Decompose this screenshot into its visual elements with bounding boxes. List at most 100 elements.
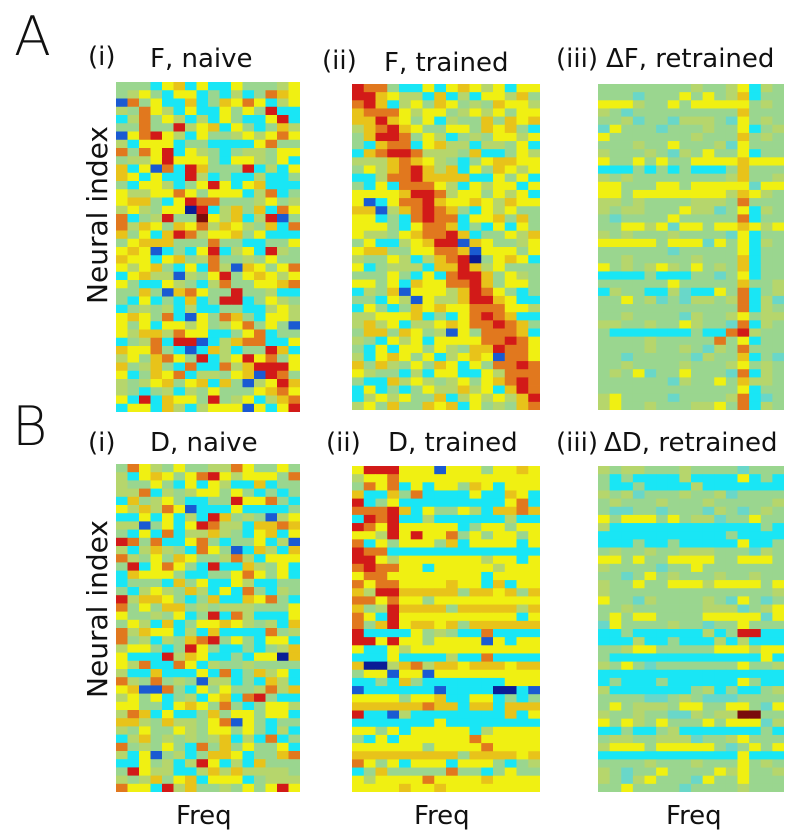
heatmap-cell [772,108,784,117]
heatmap-cell [749,214,762,223]
heatmap-cell [139,693,151,703]
heatmap-cell [254,472,266,481]
heatmap-cell [139,677,151,686]
heatmap-cell [127,379,140,388]
heatmap-cell [288,570,300,580]
heatmap-cell [621,377,634,386]
heatmap-cell [242,742,255,752]
heatmap-cell [116,395,128,405]
heatmap-cell [434,596,447,605]
heatmap-cell [208,570,220,580]
heatmap-cell [632,710,645,720]
heatmap-cell [621,352,634,362]
heatmap-cell [387,555,400,565]
heatmap-cell [363,726,376,736]
heatmap-cell [469,759,482,768]
heatmap-cell [399,539,412,548]
heatmap-cell [457,238,470,248]
heatmap-cell [749,238,762,248]
heatmap-cell [116,156,128,165]
heatmap-cell [242,181,255,190]
heatmap-cell [363,718,376,728]
heatmap-cell [504,361,517,370]
heatmap-cell [127,603,140,612]
heatmap-cell [127,329,140,339]
heatmap-cell [363,563,376,573]
heatmap-cell [288,521,300,530]
heatmap-cell [632,255,645,264]
heatmap-cell [219,139,232,149]
heatmap-cell [422,222,435,232]
heatmap-cell [410,710,423,720]
heatmap-cell [691,767,704,777]
heatmap-cell [481,198,494,207]
heatmap-cell [208,156,220,165]
heatmap-cell [288,98,300,108]
heatmap-cell [173,513,186,522]
heatmap-cell [352,629,365,638]
heatmap-cell [288,181,300,190]
heatmap-cell [185,759,197,768]
heatmap-cell [196,734,209,744]
heatmap-cell [150,362,163,372]
heatmap-cell [446,255,459,264]
heatmap-cell [219,370,232,380]
heatmap-cell [352,361,365,370]
heatmap-cell [725,514,738,524]
heatmap-cell [387,775,400,785]
heatmap-cell [469,629,482,638]
heatmap-cell [714,173,727,183]
heatmap-cell [457,661,470,671]
heatmap-cell [127,546,140,555]
heatmap-cell [150,271,163,281]
heatmap-cell [481,84,494,93]
heatmap-cell [422,686,435,695]
heatmap-cell [446,157,459,166]
heatmap-cell [737,124,750,134]
heatmap-cell [162,521,174,530]
heatmap-cell [725,214,738,223]
heatmap-cell [667,255,680,264]
panel-0-title: F, naive [150,44,253,74]
heatmap-cell [208,505,220,514]
heatmap-cell [632,92,645,101]
heatmap-cell [656,320,669,329]
heatmap-cell [656,490,669,499]
heatmap-cell [242,148,255,157]
heatmap-cell [609,539,622,548]
heatmap-cell [410,377,423,386]
heatmap-cell [481,661,494,671]
heatmap-cell [493,474,506,483]
heatmap-cell [644,506,657,516]
heatmap-cell [375,173,388,183]
heatmap-cell [277,288,289,297]
heatmap-cell [504,238,517,248]
heatmap-cell [277,677,289,686]
heatmap-cell [749,84,762,93]
heatmap-cell [422,263,435,272]
heatmap-cell [656,181,669,191]
heatmap-cell [399,263,412,272]
heatmap-cell [288,669,300,678]
heatmap-cell [208,321,220,330]
heatmap-cell [504,563,517,573]
heatmap-cell [749,588,762,597]
heatmap-cell [644,612,657,622]
heatmap-cell [725,474,738,483]
heatmap-cell [162,636,174,645]
heatmap-cell [702,247,715,256]
heatmap-cell [714,596,727,605]
heatmap-cell [504,165,517,175]
heatmap-cell [528,482,540,491]
heatmap-cell [737,230,750,240]
heatmap-cell [399,222,412,232]
heatmap-cell [375,108,388,117]
heatmap-cell [516,304,529,313]
heatmap-cell [656,263,669,272]
heatmap-cell [288,247,300,256]
heatmap-cell [116,660,128,670]
heatmap-cell [399,165,412,175]
heatmap-cell [265,644,278,653]
heatmap-cell [702,612,715,622]
heatmap-cell [504,718,517,728]
